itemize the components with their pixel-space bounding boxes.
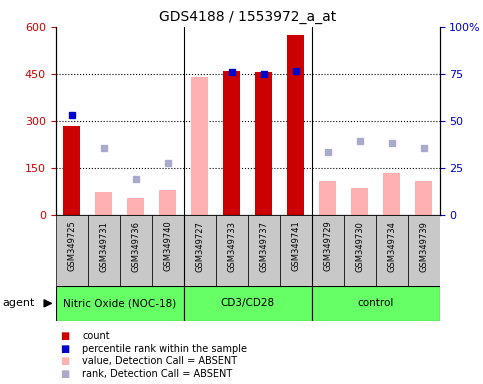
- Bar: [280, 215, 312, 286]
- Bar: [312, 215, 343, 286]
- Bar: [215, 215, 248, 286]
- Text: percentile rank within the sample: percentile rank within the sample: [82, 344, 247, 354]
- Text: ■: ■: [60, 356, 70, 366]
- Bar: [376, 215, 408, 286]
- Text: GSM349731: GSM349731: [99, 221, 108, 271]
- Text: value, Detection Call = ABSENT: value, Detection Call = ABSENT: [82, 356, 237, 366]
- Bar: [287, 35, 304, 215]
- Text: GSM349725: GSM349725: [67, 221, 76, 271]
- Text: GSM349736: GSM349736: [131, 221, 140, 272]
- Text: GSM349730: GSM349730: [355, 221, 364, 271]
- Bar: [408, 215, 440, 286]
- Title: GDS4188 / 1553972_a_at: GDS4188 / 1553972_a_at: [159, 10, 336, 25]
- Bar: [319, 180, 336, 215]
- Text: ■: ■: [60, 344, 70, 354]
- Bar: [127, 198, 144, 215]
- Bar: [248, 215, 280, 286]
- Text: GSM349734: GSM349734: [387, 221, 396, 271]
- Text: Nitric Oxide (NOC-18): Nitric Oxide (NOC-18): [63, 298, 176, 308]
- Bar: [191, 77, 208, 215]
- Bar: [152, 215, 184, 286]
- Bar: [184, 215, 215, 286]
- Text: GSM349739: GSM349739: [419, 221, 428, 271]
- Text: rank, Detection Call = ABSENT: rank, Detection Call = ABSENT: [82, 369, 232, 379]
- Bar: [223, 71, 241, 215]
- Text: GSM349740: GSM349740: [163, 221, 172, 271]
- Bar: [159, 190, 176, 215]
- Bar: [383, 173, 400, 215]
- Bar: [87, 215, 120, 286]
- Text: GSM349737: GSM349737: [259, 221, 268, 272]
- Bar: [415, 180, 432, 215]
- Text: GSM349727: GSM349727: [195, 221, 204, 271]
- Bar: [255, 72, 272, 215]
- Bar: [56, 215, 87, 286]
- Text: count: count: [82, 331, 110, 341]
- Text: GSM349729: GSM349729: [323, 221, 332, 271]
- Bar: [56, 286, 184, 321]
- Bar: [63, 126, 80, 215]
- Text: ■: ■: [60, 331, 70, 341]
- Bar: [95, 192, 113, 215]
- Bar: [351, 189, 369, 215]
- Text: CD3/CD28: CD3/CD28: [220, 298, 275, 308]
- Text: ■: ■: [60, 369, 70, 379]
- Bar: [120, 215, 152, 286]
- Bar: [343, 215, 376, 286]
- Text: GSM349741: GSM349741: [291, 221, 300, 271]
- Text: control: control: [357, 298, 394, 308]
- Bar: [312, 286, 440, 321]
- Bar: [184, 286, 312, 321]
- Text: GSM349733: GSM349733: [227, 221, 236, 272]
- Text: agent: agent: [2, 298, 35, 308]
